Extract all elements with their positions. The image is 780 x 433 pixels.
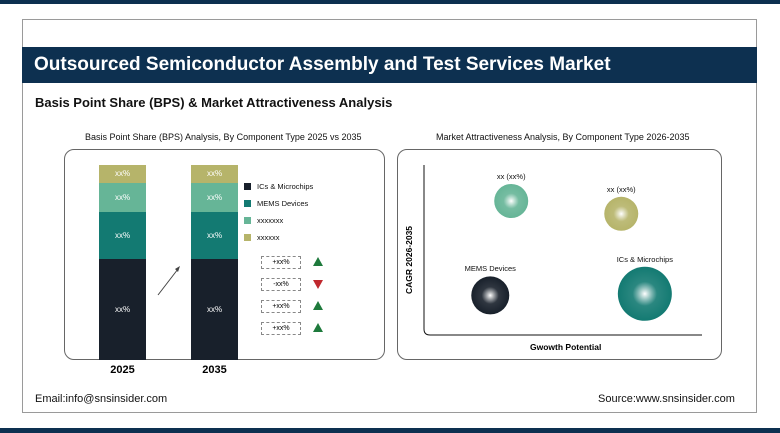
bar-segment: xx%: [191, 258, 238, 360]
change-box: -xx%: [261, 278, 301, 291]
bar-segment: xx%: [191, 165, 238, 183]
frame: [22, 19, 757, 413]
change-box: +xx%: [261, 300, 301, 313]
legend-label: xxxxxxx: [257, 216, 284, 225]
triangle-up-icon: [313, 301, 323, 310]
page-title: Outsourced Semiconductor Assembly and Te…: [22, 47, 757, 83]
legend-item: MEMS Devices: [244, 199, 308, 208]
page-subtitle: Basis Point Share (BPS) & Market Attract…: [35, 95, 393, 110]
bps-chart-title: Basis Point Share (BPS) Analysis, By Com…: [85, 132, 362, 142]
bubble: [494, 184, 529, 218]
top-strip: [0, 0, 780, 4]
bar-segment: xx%: [191, 211, 238, 259]
legend-swatch: [244, 200, 251, 207]
y-axis-label: CAGR 2026-2035: [404, 225, 414, 294]
legend-item: xxxxxxx: [244, 216, 283, 225]
bar-segment: xx%: [99, 258, 146, 360]
bar-segment: xx%: [99, 211, 146, 259]
year-label-2035: 2035: [202, 364, 227, 376]
legend-swatch: [244, 217, 251, 224]
triangle-down-icon: [313, 280, 323, 289]
bubble-chart: [423, 165, 702, 336]
footer-email: Email:info@snsinsider.com: [35, 393, 168, 405]
attractiveness-chart-title: Market Attractiveness Analysis, By Compo…: [436, 132, 690, 142]
triangle-up-icon: [313, 323, 323, 332]
legend-swatch: [244, 234, 251, 241]
change-box: +xx%: [261, 256, 301, 269]
bottom-strip: [0, 428, 780, 433]
triangle-up-icon: [313, 257, 323, 266]
growth-arrow-icon: [157, 266, 180, 296]
attractiveness-panel: [397, 149, 722, 360]
bubble: [471, 276, 510, 315]
legend-label: xxxxxx: [257, 233, 280, 242]
bubble-label: MEMS Devices: [464, 264, 516, 274]
bar-segment: xx%: [99, 165, 146, 183]
bubble-label: xx (xx%): [496, 172, 526, 181]
bubble: [617, 266, 672, 321]
bubble: [604, 196, 639, 231]
bar-segment: xx%: [99, 182, 146, 212]
legend-label: MEMS Devices: [257, 199, 309, 208]
year-label-2025: 2025: [110, 364, 135, 376]
x-axis-label: Gwowth Potential: [530, 342, 602, 352]
legend-swatch: [244, 183, 251, 190]
bubble-label: xx (xx%): [606, 184, 636, 194]
footer-source: Source:www.snsinsider.com: [598, 393, 735, 405]
legend-item: xxxxxx: [244, 233, 280, 242]
change-box: +xx%: [261, 322, 301, 335]
bubble-label: ICs & Microchips: [616, 254, 673, 264]
axes: [423, 165, 702, 336]
legend-item: ICs & Microchips: [244, 182, 313, 191]
legend-label: ICs & Microchips: [257, 182, 314, 191]
bar-segment: xx%: [191, 182, 238, 212]
